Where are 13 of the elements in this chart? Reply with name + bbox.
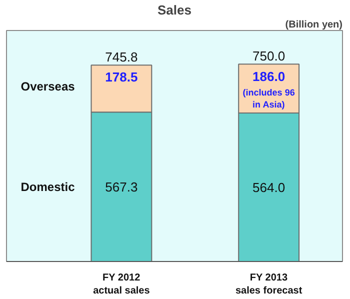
- x-tick-label: FY 2013 sales forecast: [235, 272, 303, 297]
- data-label: 567.3: [105, 179, 138, 194]
- data-label: 186.0: [252, 68, 286, 84]
- data-label: 564.0: [252, 180, 286, 195]
- total-label: 750.0: [252, 48, 286, 64]
- chart-title: Sales: [158, 2, 192, 18]
- total-label: 745.8: [105, 50, 138, 65]
- text: (Billion yen): [285, 20, 343, 30]
- x-tick-label: FY 2012 actual sales: [93, 272, 150, 297]
- annotation: (includes 96 in Asia): [242, 87, 295, 110]
- data-label: 178.5: [105, 69, 138, 84]
- series-label: Domestic: [20, 180, 76, 194]
- series-label: Overseas: [20, 79, 76, 94]
